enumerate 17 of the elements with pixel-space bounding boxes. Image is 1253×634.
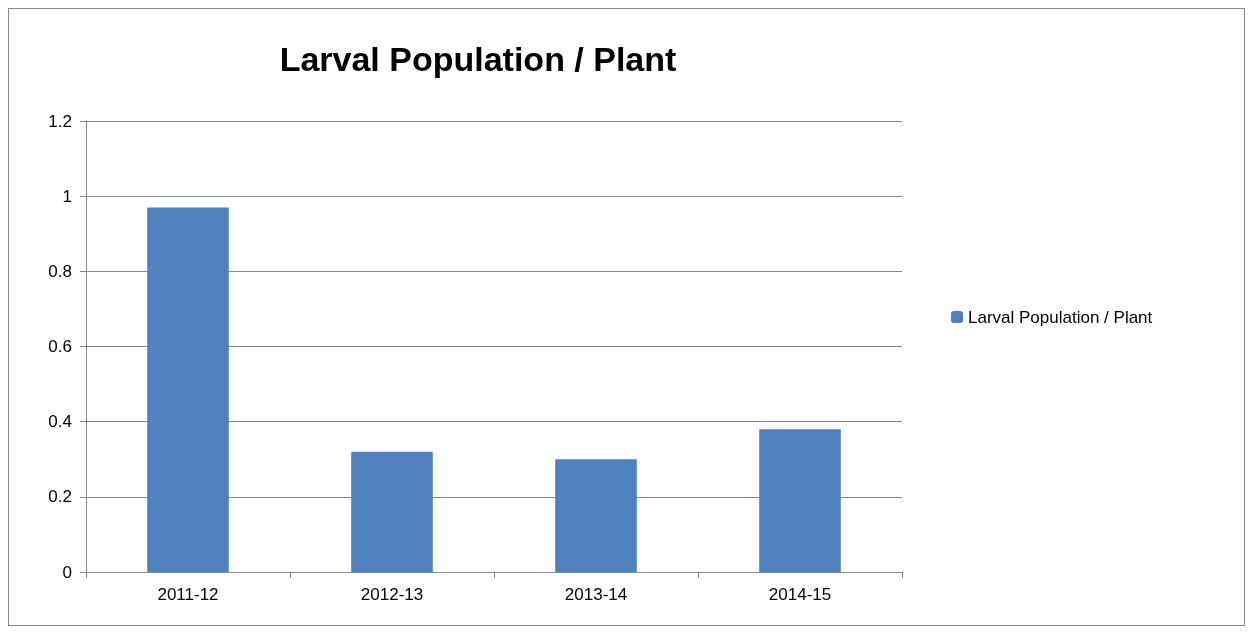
- x-tick-label: 2013-14: [564, 585, 628, 604]
- y-tick-label: 1.2: [48, 111, 72, 131]
- bar: [759, 429, 841, 572]
- y-tick-label: 0.8: [48, 261, 72, 281]
- legend-label: Larval Population / Plant: [968, 307, 1153, 327]
- x-tick-label: 2014-15: [768, 585, 832, 604]
- chart-title: Larval Population / Plant: [279, 40, 677, 78]
- bar: [351, 451, 433, 572]
- bar: [147, 207, 229, 572]
- y-tick-label: 0.4: [48, 412, 72, 432]
- x-tick-label: 2012-13: [360, 585, 424, 604]
- y-tick-label: 1: [62, 186, 72, 206]
- bar: [555, 459, 637, 572]
- y-tick-label: 0: [62, 562, 72, 582]
- y-tick-label: 0.6: [48, 337, 72, 356]
- x-tick-label: 2011-12: [157, 585, 219, 604]
- y-tick-label: 0.2: [48, 487, 72, 507]
